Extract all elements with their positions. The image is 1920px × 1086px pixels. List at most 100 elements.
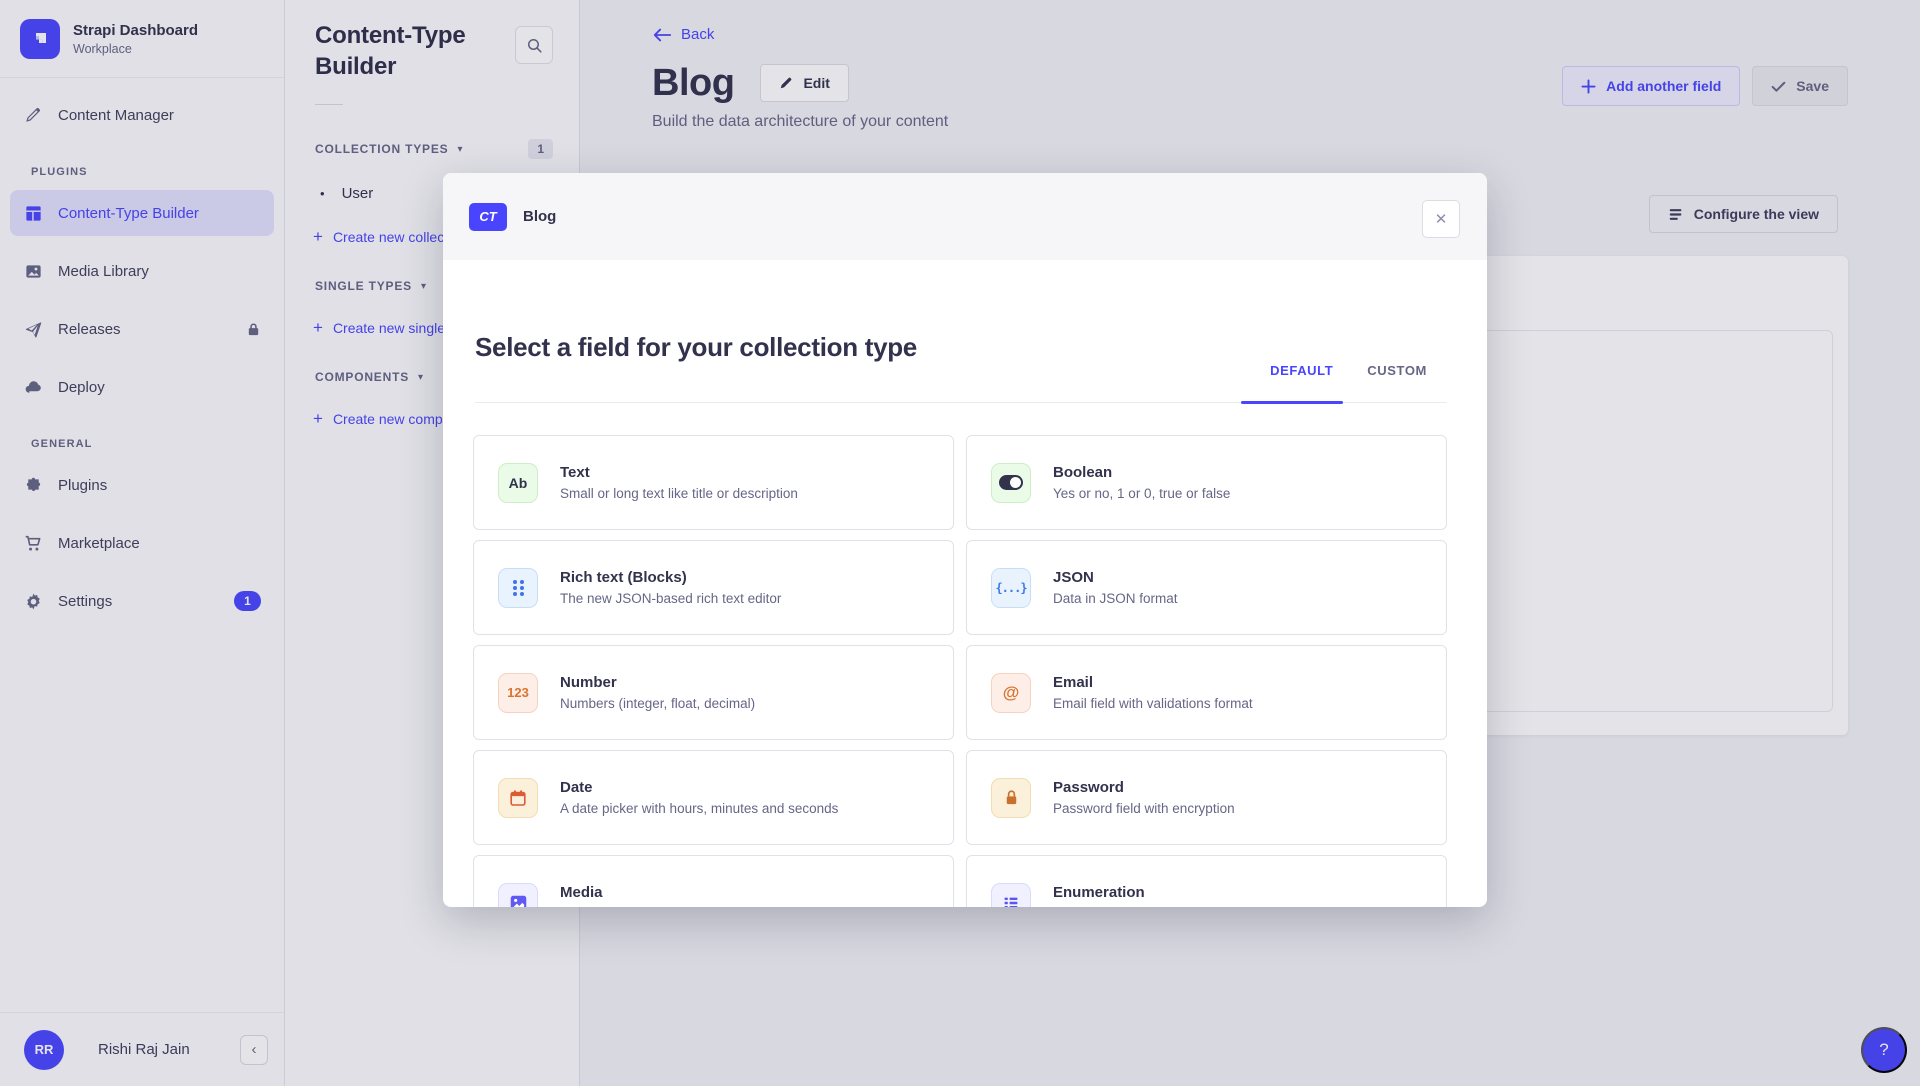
field-card-password[interactable]: Password Password field with encryption — [966, 750, 1447, 846]
tab-custom[interactable]: CUSTOM — [1367, 363, 1427, 379]
plus-icon: + — [313, 317, 323, 337]
field-title: Rich text (Blocks) — [560, 569, 687, 587]
strapi-logo-icon — [20, 18, 60, 59]
paper-plane-icon — [23, 319, 43, 339]
user-profile[interactable]: RR Rishi Raj Jain ‹ — [0, 1012, 284, 1086]
bullet-icon: • — [320, 186, 325, 201]
ab-glyph-icon: Ab — [498, 462, 538, 503]
sidebar-item-content-type-builder[interactable]: Content-Type Builder — [10, 190, 274, 236]
sidebar-item-label: Releases — [58, 320, 121, 338]
workspace-title: Strapi Dashboard — [73, 21, 199, 39]
field-description: Small or long text like title or descrip… — [560, 486, 798, 502]
field-title: Text — [560, 464, 590, 482]
field-title: Boolean — [1053, 464, 1113, 482]
at-sign-icon: @ — [991, 672, 1031, 713]
create-single-type-link[interactable]: + Create new single type — [313, 317, 476, 337]
edit-button[interactable]: Edit — [760, 64, 849, 102]
single-types-header[interactable]: SINGLE TYPES ▾ — [315, 279, 427, 293]
sidebar-item-settings[interactable]: Settings 1 — [10, 578, 274, 624]
sidebar-collapse-button[interactable]: ‹ — [240, 1034, 268, 1065]
collapse-icon: ‹ — [251, 1041, 257, 1058]
close-modal-button[interactable]: ✕ — [1422, 200, 1460, 238]
modal-heading: Select a field for your collection type — [475, 331, 917, 362]
settings-notification-badge: 1 — [234, 591, 261, 611]
plus-icon: + — [313, 226, 323, 246]
sidebar-item-label: Media Library — [58, 262, 149, 280]
puzzle-icon — [23, 475, 43, 495]
help-button[interactable]: ? — [1861, 1027, 1907, 1073]
cloud-icon — [23, 377, 43, 397]
toggle-icon — [991, 462, 1031, 503]
drag-dots-icon — [498, 567, 538, 608]
create-component-link[interactable]: + Create new component — [313, 408, 478, 428]
pencil-icon — [781, 77, 792, 89]
filter-lines-icon — [1669, 208, 1682, 220]
modal-header: CT Blog — [443, 173, 1487, 260]
sidebar-item-marketplace[interactable]: Marketplace — [10, 520, 274, 566]
chevron-down-icon: ▾ — [457, 143, 464, 155]
pen-icon — [23, 105, 43, 125]
plus-icon: + — [313, 408, 323, 428]
layout-grid-icon — [23, 203, 43, 223]
collection-type-item-user[interactable]: • User — [320, 185, 374, 202]
calendar-icon — [498, 777, 538, 818]
search-button[interactable] — [515, 26, 553, 64]
configure-view-button[interactable]: Configure the view — [1648, 195, 1838, 233]
page-title: Blog — [652, 61, 735, 104]
field-title: Email — [1053, 674, 1094, 692]
avatar: RR — [24, 1029, 64, 1070]
divider — [315, 104, 343, 105]
field-card-email[interactable]: @ Email Email field with validations for… — [966, 645, 1447, 741]
chevron-down-icon: ▾ — [418, 371, 424, 383]
field-description: Yes or no, 1 or 0, true or false — [1053, 486, 1231, 502]
field-card-json[interactable]: {...} JSON Data in JSON format — [966, 540, 1447, 636]
sidebar-item-media-library[interactable]: Media Library — [10, 248, 274, 294]
field-card-number[interactable]: 123 Number Numbers (integer, float, deci… — [473, 645, 954, 741]
field-card-text[interactable]: Ab Text Small or long text like title or… — [473, 435, 954, 531]
divider — [475, 401, 1447, 405]
collection-types-count: 1 — [528, 139, 553, 159]
sidebar-item-content-manager[interactable]: Content Manager — [10, 92, 274, 138]
sidebar-item-deploy[interactable]: Deploy — [10, 364, 274, 410]
close-icon: ✕ — [1434, 211, 1448, 228]
check-icon — [1771, 81, 1786, 92]
field-title: Number — [560, 674, 617, 692]
field-title: Password — [1053, 779, 1124, 797]
sidebar-item-releases[interactable]: Releases — [10, 306, 274, 352]
field-card-media[interactable]: Media Files like images, videos, etc — [473, 855, 954, 907]
sidebar-item-plugins[interactable]: Plugins — [10, 462, 274, 508]
tab-default[interactable]: DEFAULT — [1270, 363, 1334, 379]
components-header[interactable]: COMPONENTS ▾ — [315, 370, 424, 384]
content-type-badge: CT — [469, 202, 507, 231]
field-description: The new JSON-based rich text editor — [560, 591, 782, 607]
save-button[interactable]: Save — [1752, 66, 1848, 106]
field-card-rich-text-blocks[interactable]: Rich text (Blocks) The new JSON-based ri… — [473, 540, 954, 636]
active-tab-underline — [1241, 401, 1343, 405]
general-section-header: GENERAL — [31, 438, 93, 450]
cart-icon — [23, 533, 43, 553]
field-title: Media — [560, 884, 603, 902]
collection-types-header[interactable]: COLLECTION TYPES ▾ 1 — [315, 139, 553, 159]
workspace-subtitle: Workplace — [73, 41, 132, 56]
field-type-grid: Ab Text Small or long text like title or… — [473, 435, 1447, 907]
field-description: Data in JSON format — [1053, 591, 1178, 607]
lock-icon — [246, 322, 261, 337]
image-icon — [23, 261, 43, 281]
plus-icon — [1581, 78, 1596, 94]
workspace-brand: Strapi Dashboard Workplace — [0, 0, 284, 78]
sidebar-item-label: Content Manager — [58, 106, 174, 124]
field-card-date[interactable]: Date A date picker with hours, minutes a… — [473, 750, 954, 846]
field-card-boolean[interactable]: Boolean Yes or no, 1 or 0, true or false — [966, 435, 1447, 531]
add-another-field-button[interactable]: Add another field — [1562, 66, 1741, 106]
number-123-icon: 123 — [498, 672, 538, 713]
sidebar-item-label: Content-Type Builder — [58, 204, 199, 222]
media-image-icon — [498, 882, 538, 907]
back-link[interactable]: Back — [652, 26, 714, 43]
sidebar-item-label: Deploy — [58, 378, 105, 396]
search-icon — [527, 38, 542, 53]
main-sidebar: Strapi Dashboard Workplace Content Manag… — [0, 0, 285, 1086]
user-name: Rishi Raj Jain — [98, 1041, 190, 1058]
